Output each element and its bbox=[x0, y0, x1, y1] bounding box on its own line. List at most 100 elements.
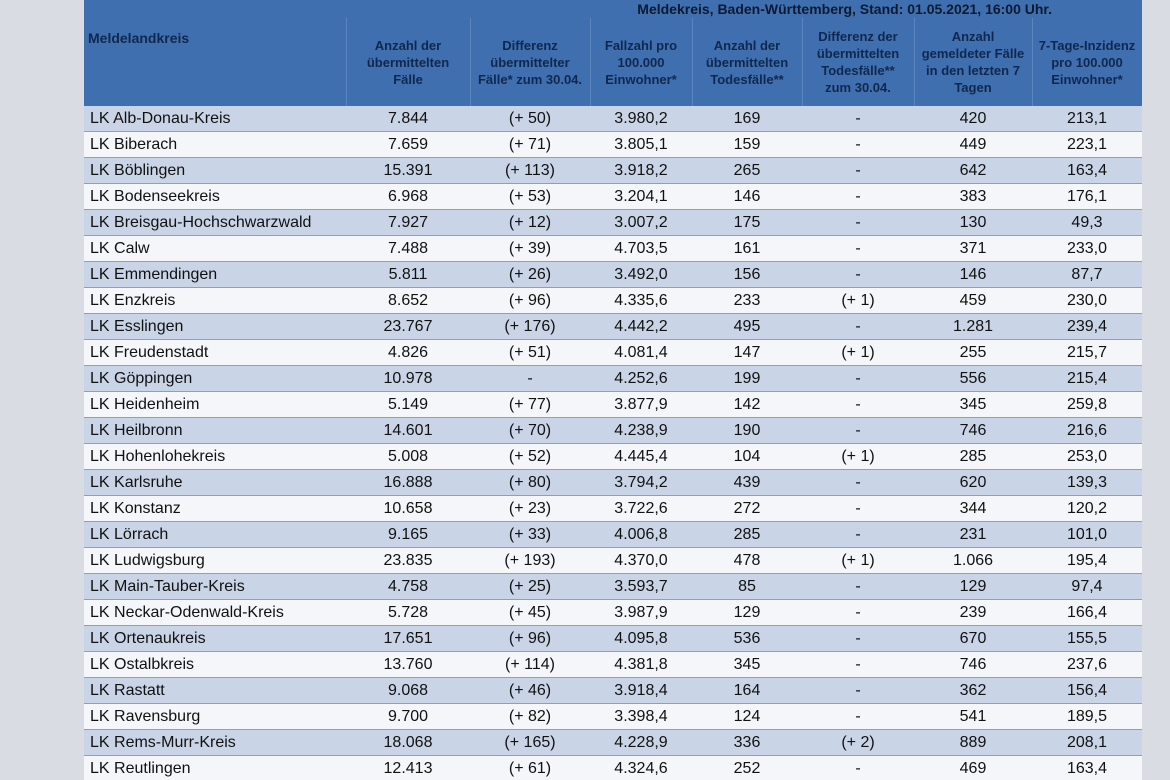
table-cell: (+ 96) bbox=[470, 287, 590, 314]
table-cell: - bbox=[802, 755, 914, 780]
table-cell: 139,3 bbox=[1032, 469, 1142, 496]
district-name: LK Main-Tauber-Kreis bbox=[84, 573, 346, 600]
table-cell: 156 bbox=[692, 261, 802, 288]
table-cell: 670 bbox=[914, 625, 1032, 652]
column-header: Differenz übermittelter Fälle* zum 30.04… bbox=[470, 18, 591, 106]
table-cell: 199 bbox=[692, 365, 802, 392]
table-row: LK Rems-Murr-Kreis 18.068 (+ 165) 4.228,9 33… bbox=[84, 729, 1142, 756]
table-row: LK Göppingen 10.978-4.252,6 199-556 215,4 bbox=[84, 365, 1142, 392]
table-cell: - bbox=[802, 417, 914, 444]
table-cell: 4.335,6 bbox=[590, 287, 692, 314]
table-cell: (+ 23) bbox=[470, 495, 590, 522]
table-cell: 459 bbox=[914, 287, 1032, 314]
table-cell: 124 bbox=[692, 703, 802, 730]
table-cell: 420 bbox=[914, 106, 1032, 132]
district-name: LK Böblingen bbox=[84, 157, 346, 184]
table-cell: - bbox=[802, 183, 914, 210]
column-header: Differenz der übermittelten Todesfälle**… bbox=[802, 18, 915, 106]
table-cell: 3.794,2 bbox=[590, 469, 692, 496]
table-cell: 285 bbox=[914, 443, 1032, 470]
table-cell: (+ 114) bbox=[470, 651, 590, 678]
table-row: LK Freudenstadt 4.826 (+ 51) 4.081,4 147 (+ 1… bbox=[84, 339, 1142, 366]
table-cell: 4.006,8 bbox=[590, 521, 692, 548]
table-cell: (+ 61) bbox=[470, 755, 590, 780]
table-cell: 3.918,4 bbox=[590, 677, 692, 704]
table-cell: 253,0 bbox=[1032, 443, 1142, 470]
district-name: LK Ludwigsburg bbox=[84, 547, 346, 574]
table-row: LK Heilbronn 14.601 (+ 70) 4.238,9 190-746 21… bbox=[84, 417, 1142, 444]
table-cell: - bbox=[802, 703, 914, 730]
table-cell: 3.805,1 bbox=[590, 131, 692, 158]
table-cell: 3.877,9 bbox=[590, 391, 692, 418]
table-row: LK Karlsruhe 16.888 (+ 80) 3.794,2 439-620 13… bbox=[84, 469, 1142, 496]
district-name: LK Konstanz bbox=[84, 495, 346, 522]
table-cell: - bbox=[802, 677, 914, 704]
table-row: LK Neckar-Odenwald-Kreis 5.728 (+ 45) 3.987… bbox=[84, 599, 1142, 626]
table-cell: 23.767 bbox=[346, 313, 470, 340]
table-cell: 208,1 bbox=[1032, 729, 1142, 756]
table-cell: 3.398,4 bbox=[590, 703, 692, 730]
district-name: LK Lörrach bbox=[84, 521, 346, 548]
district-name: LK Calw bbox=[84, 235, 346, 262]
table-cell: 85 bbox=[692, 573, 802, 600]
district-name: LK Rems-Murr-Kreis bbox=[84, 729, 346, 756]
table-cell: 147 bbox=[692, 339, 802, 366]
table-row: LK Ravensburg 9.700 (+ 82) 3.398,4 124-541 18… bbox=[84, 703, 1142, 730]
district-name: LK Karlsruhe bbox=[84, 469, 346, 496]
table-cell: - bbox=[802, 495, 914, 522]
table-cell: 495 bbox=[692, 313, 802, 340]
table-cell: 344 bbox=[914, 495, 1032, 522]
table-cell: 129 bbox=[692, 599, 802, 626]
table-cell: 336 bbox=[692, 729, 802, 756]
table-cell: (+ 77) bbox=[470, 391, 590, 418]
table-cell: (+ 45) bbox=[470, 599, 590, 626]
table-cell: 164 bbox=[692, 677, 802, 704]
table-cell: 16.888 bbox=[346, 469, 470, 496]
table-cell: 155,5 bbox=[1032, 625, 1142, 652]
table-cell: 7.659 bbox=[346, 131, 470, 158]
district-name: LK Freudenstadt bbox=[84, 339, 346, 366]
table-cell: (+ 26) bbox=[470, 261, 590, 288]
table-row: LK Calw 7.488 (+ 39) 4.703,5 161-371 233,0 bbox=[84, 235, 1142, 262]
table-cell: - bbox=[802, 625, 914, 652]
table-cell: 4.381,8 bbox=[590, 651, 692, 678]
table-cell: (+ 82) bbox=[470, 703, 590, 730]
header-row: Meldelandkreis Anzahl der übermittelten F… bbox=[84, 18, 1142, 106]
table-cell: 6.968 bbox=[346, 183, 470, 210]
table-cell: 215,7 bbox=[1032, 339, 1142, 366]
table-cell: 120,2 bbox=[1032, 495, 1142, 522]
table-cell: 383 bbox=[914, 183, 1032, 210]
table-cell: 4.252,6 bbox=[590, 365, 692, 392]
table-row: LK Biberach 7.659 (+ 71) 3.805,1 159-449 223,… bbox=[84, 131, 1142, 158]
table-cell: 255 bbox=[914, 339, 1032, 366]
table-cell: (+ 46) bbox=[470, 677, 590, 704]
table-cell: 642 bbox=[914, 157, 1032, 184]
table-cell: 746 bbox=[914, 417, 1032, 444]
table-cell: 5.728 bbox=[346, 599, 470, 626]
table-cell: 4.081,4 bbox=[590, 339, 692, 366]
table-row: LK Heidenheim 5.149 (+ 77) 3.877,9 142-345 25… bbox=[84, 391, 1142, 418]
table-cell: 265 bbox=[692, 157, 802, 184]
table-cell: - bbox=[802, 365, 914, 392]
district-name: LK Breisgau-Hochschwarzwald bbox=[84, 209, 346, 236]
table-row: LK Main-Tauber-Kreis 4.758 (+ 25) 3.593,7 85… bbox=[84, 573, 1142, 600]
table-cell: 9.700 bbox=[346, 703, 470, 730]
district-name: LK Esslingen bbox=[84, 313, 346, 340]
table-cell: 3.204,1 bbox=[590, 183, 692, 210]
table-cell: - bbox=[470, 365, 590, 392]
table-cell: (+ 113) bbox=[470, 157, 590, 184]
table-cell: 18.068 bbox=[346, 729, 470, 756]
table-cell: 5.811 bbox=[346, 261, 470, 288]
table-row: LK Konstanz 10.658 (+ 23) 3.722,6 272-344 120… bbox=[84, 495, 1142, 522]
table-cell: 231 bbox=[914, 521, 1032, 548]
table-cell: (+ 70) bbox=[470, 417, 590, 444]
table-cell: 3.980,2 bbox=[590, 106, 692, 132]
table-row: LK Esslingen 23.767 (+ 176) 4.442,2 495-1.28… bbox=[84, 313, 1142, 340]
table-cell: 4.758 bbox=[346, 573, 470, 600]
data-table: Meldelandkreis Anzahl der übermittelten F… bbox=[84, 18, 1142, 780]
table-row: LK Ortenaukreis 17.651 (+ 96) 4.095,8 536-67… bbox=[84, 625, 1142, 652]
table-cell: 49,3 bbox=[1032, 209, 1142, 236]
column-header: Anzahl gemeldeter Fälle in den letzten 7… bbox=[914, 18, 1033, 106]
table-cell: 233 bbox=[692, 287, 802, 314]
